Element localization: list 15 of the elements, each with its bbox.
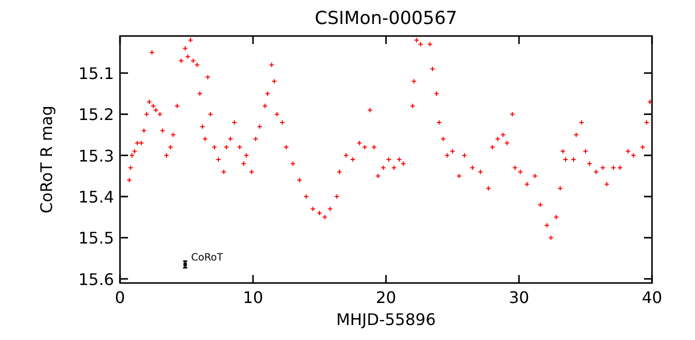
- x-tick-label: 0: [114, 288, 126, 307]
- x-tick-label: 30: [508, 288, 530, 307]
- x-axis-title: MHJD-55896: [336, 310, 436, 329]
- y-axis-title: CoRoT R mag: [37, 106, 56, 214]
- y-tick-label: 15.3: [78, 146, 114, 166]
- series-label: CoRoT: [191, 252, 224, 264]
- x-tick-label: 20: [376, 288, 396, 307]
- y-tick-label: 15.4: [78, 188, 114, 207]
- y-tick-label: 15.5: [78, 228, 114, 248]
- x-tick-label: 40: [642, 288, 662, 307]
- y-tick-label: 15.1: [78, 64, 114, 84]
- chart-title: CSIMon-000567: [314, 8, 458, 29]
- y-tick-label: 15.2: [78, 105, 114, 124]
- x-tick-label: 10: [242, 288, 264, 307]
- y-tick-label: 15.6: [78, 270, 114, 289]
